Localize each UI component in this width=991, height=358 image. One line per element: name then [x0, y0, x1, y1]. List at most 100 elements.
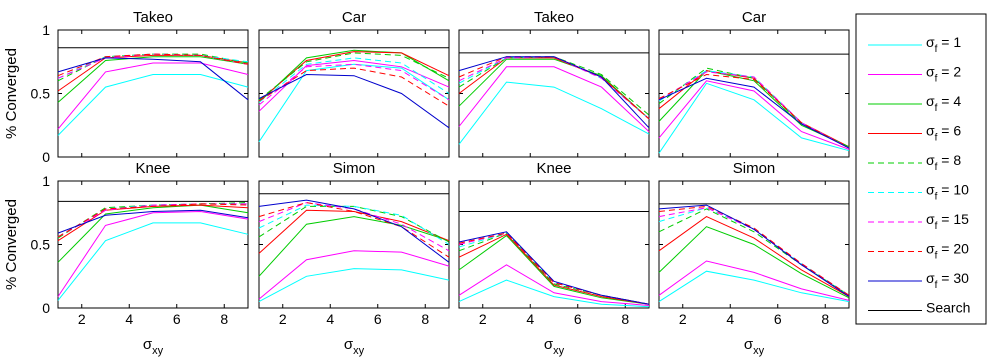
series-line	[458, 81, 650, 145]
series-line	[57, 210, 249, 297]
series-line	[258, 73, 450, 129]
plot-area	[57, 180, 249, 309]
series-line	[658, 260, 850, 301]
legend-label: σf = 10	[926, 182, 969, 203]
legend-label: σf = 8	[926, 152, 961, 173]
legend-item: σf = 4	[868, 93, 961, 114]
legend-item: σf = 10	[868, 182, 969, 203]
series-line	[658, 204, 850, 298]
x-tick-label: 8	[220, 311, 228, 327]
legend-item: σf = 1	[868, 34, 961, 55]
legend-box	[855, 13, 987, 325]
plot-area	[658, 29, 850, 158]
panel-title: Car	[742, 9, 766, 26]
y-tick-label: 0	[42, 300, 50, 316]
panel-title: Simon	[333, 160, 376, 177]
series-line	[258, 52, 450, 101]
y-tick-label: 0	[42, 149, 50, 165]
x-tick-label: 6	[774, 311, 782, 327]
series-line	[658, 226, 850, 299]
series-line	[258, 202, 450, 258]
series-line	[258, 63, 450, 106]
panel-title: Simon	[733, 160, 776, 177]
series-line	[57, 203, 249, 238]
series-line	[57, 56, 249, 103]
series-line	[458, 234, 650, 305]
legend-label: σf = 30	[926, 270, 969, 291]
legend-label: Search	[926, 300, 970, 316]
panel: Simon 2 4 6 8	[258, 160, 450, 327]
series-line	[57, 209, 249, 234]
plot-area	[57, 29, 249, 158]
series-line	[658, 82, 850, 154]
legend-label: σf = 6	[926, 123, 961, 144]
y-tick-label: 1	[42, 173, 50, 189]
y-axis-label: % Converged	[3, 199, 20, 290]
series-line	[258, 67, 450, 107]
series-line	[458, 279, 650, 308]
x-tick-label: 4	[526, 311, 534, 327]
x-tick-label: 2	[679, 311, 687, 327]
series-line	[458, 56, 650, 120]
legend-label: σf = 1	[926, 34, 961, 55]
panel-title: Takeo	[133, 9, 173, 26]
legend-item: σf = 15	[868, 211, 969, 232]
x-tick-label: 4	[125, 311, 133, 327]
panel-title: Takeo	[534, 9, 574, 26]
series-line	[258, 209, 450, 254]
x-tick-label: 2	[479, 311, 487, 327]
series-line	[57, 203, 248, 238]
series-line	[458, 264, 650, 306]
series-line	[57, 74, 249, 136]
series-line	[658, 80, 850, 150]
legend-label: σf = 15	[926, 211, 969, 232]
x-tick-label: 4	[726, 311, 734, 327]
x-tick-label: 6	[173, 311, 181, 327]
series-line	[258, 49, 450, 103]
x-axis-label: σxy	[744, 336, 765, 357]
series-line	[258, 202, 450, 252]
series-line	[658, 270, 850, 303]
series-line	[258, 268, 450, 303]
series-line	[258, 216, 450, 277]
series-line	[658, 77, 850, 149]
legend-item: σf = 20	[868, 241, 969, 262]
y-tick-label: 1	[42, 22, 50, 38]
panel-title: Knee	[135, 160, 170, 177]
panel: Takeo 0 0.5 1	[31, 9, 249, 165]
series-line	[57, 222, 249, 301]
panel: Takeo	[458, 9, 650, 158]
series-line	[57, 62, 249, 130]
series-line	[458, 231, 650, 305]
x-axis-label: σxy	[344, 336, 365, 357]
series-line	[658, 71, 850, 149]
x-axis-label: σxy	[544, 336, 565, 357]
legend-label: σf = 2	[926, 64, 961, 85]
x-tick-label: 4	[326, 311, 334, 327]
plot-area	[258, 29, 450, 158]
legend-item: σf = 2	[868, 64, 961, 85]
panel: Knee 0 0.5 1 2 4 6 8	[31, 160, 249, 327]
y-tick-label: 0.5	[31, 86, 51, 102]
x-tick-label: 2	[78, 311, 86, 327]
x-tick-label: 6	[574, 311, 582, 327]
series-line	[458, 233, 650, 305]
series-line	[57, 57, 249, 101]
series-line	[658, 216, 850, 298]
panel: Car	[258, 9, 450, 158]
series-line	[258, 204, 450, 245]
legend-label: σf = 20	[926, 241, 969, 262]
panel: Car	[658, 9, 850, 158]
legend-item: σf = 8	[868, 152, 961, 173]
legend-item: σf = 30	[868, 270, 969, 291]
series-line	[57, 53, 249, 79]
panel-title: Car	[342, 9, 366, 26]
x-tick-label: 8	[821, 311, 829, 327]
legend-label: σf = 4	[926, 93, 961, 114]
panel-title: Knee	[536, 160, 571, 177]
series-line	[258, 57, 450, 103]
series-line	[57, 204, 249, 263]
series-line	[258, 199, 450, 263]
x-tick-label: 8	[421, 311, 429, 327]
